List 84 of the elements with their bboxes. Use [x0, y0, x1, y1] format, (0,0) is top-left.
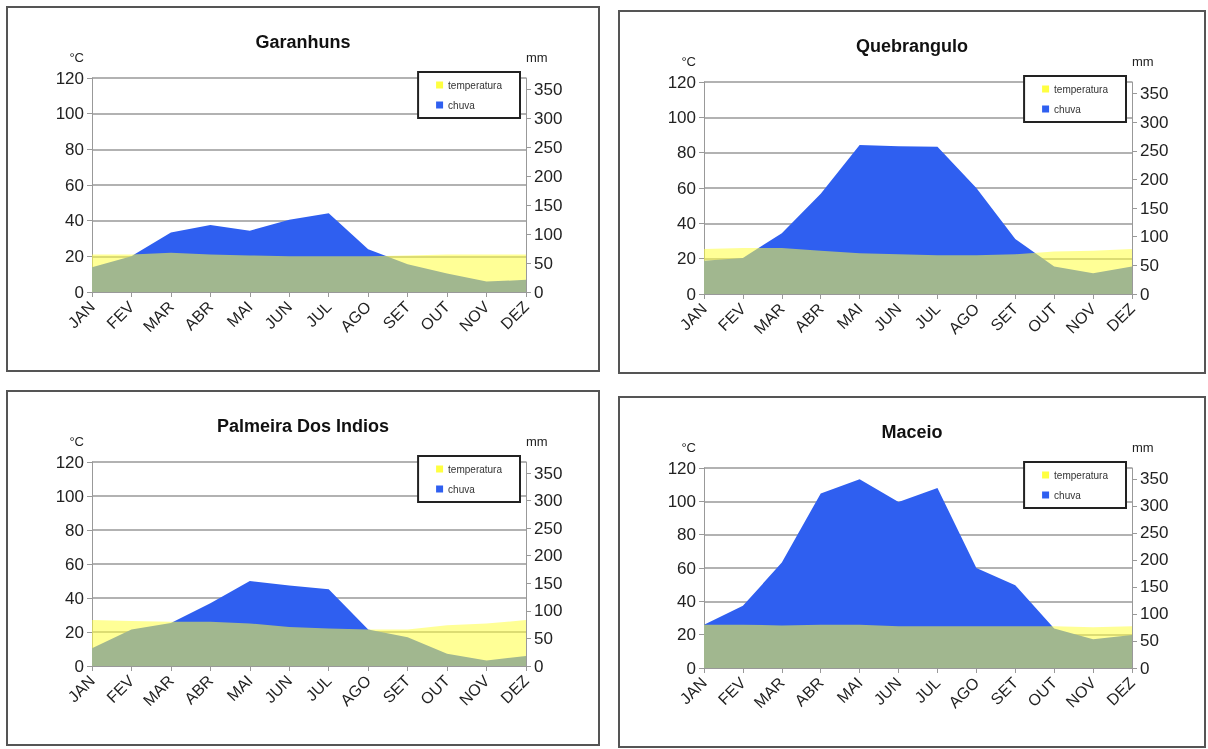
y2-tick-label: 150 — [1140, 577, 1169, 597]
y-tick-label: 40 — [65, 211, 84, 231]
y2-tick-label: 50 — [1140, 255, 1159, 275]
y-tick-label: 100 — [55, 486, 84, 506]
x-tick-label: JUL — [911, 673, 944, 707]
y2-tick-label: 300 — [1140, 112, 1169, 132]
y2-tick-label: 0 — [1140, 658, 1150, 678]
y-tick-label: 120 — [667, 72, 696, 92]
y-tick-label: 80 — [65, 520, 84, 540]
x-tick-label: JUL — [302, 671, 335, 705]
legend-label: chuva — [448, 99, 476, 111]
y-tick-label: 40 — [677, 213, 696, 233]
y-tick-label: 40 — [677, 591, 696, 611]
y-tick-label: 80 — [677, 143, 696, 163]
y2-tick-label: 300 — [534, 491, 563, 511]
y-tick-label: 20 — [677, 625, 696, 645]
legend-label: temperatura — [448, 463, 503, 475]
y2-tick-label: 250 — [1140, 141, 1169, 161]
chart-title: Quebrangulo — [856, 36, 968, 56]
x-tick-label: MAI — [223, 297, 256, 331]
legend-label: temperatura — [1054, 83, 1109, 95]
y-axis-title: °C — [681, 440, 696, 455]
x-tick-label: MAI — [223, 671, 256, 705]
y2-tick-label: 250 — [534, 518, 563, 538]
legend-label: temperatura — [448, 79, 503, 91]
y2-tick-label: 100 — [1140, 604, 1169, 624]
y-tick-label: 60 — [677, 558, 696, 578]
y2-tick-label: 50 — [534, 253, 553, 273]
chart-title: Maceio — [881, 422, 943, 442]
y-tick-label: 100 — [55, 104, 84, 124]
y2-tick-label: 250 — [1140, 523, 1169, 543]
y-tick-label: 60 — [65, 554, 84, 574]
y-tick-label: 60 — [677, 178, 696, 198]
legend-label: chuva — [1054, 103, 1082, 115]
y2-tick-label: 150 — [1140, 198, 1169, 218]
y-tick-label: 120 — [667, 458, 696, 478]
y2-tick-label: 50 — [534, 628, 553, 648]
y-tick-label: 40 — [65, 588, 84, 608]
y2-tick-label: 0 — [534, 282, 544, 302]
y2-tick-label: 0 — [534, 656, 544, 676]
y2-tick-label: 350 — [534, 463, 563, 483]
chart-title: Palmeira Dos Indios — [216, 416, 390, 436]
y2-tick-label: 300 — [1140, 496, 1169, 516]
y-tick-label: 20 — [677, 249, 696, 269]
y2-tick-label: 0 — [1140, 284, 1150, 304]
y2-tick-label: 250 — [534, 137, 563, 157]
legend-label: temperatura — [1054, 469, 1109, 481]
x-tick-label: JUL — [302, 297, 335, 331]
y-tick-label: 60 — [65, 175, 84, 195]
y-tick-label: 100 — [667, 107, 696, 127]
y-tick-label: 20 — [65, 622, 84, 642]
y-tick-label: 100 — [667, 491, 696, 511]
x-tick-label: MAI — [833, 673, 866, 707]
y2-tick-label: 150 — [534, 573, 563, 593]
y2-tick-label: 200 — [534, 546, 563, 566]
y2-tick-label: 100 — [534, 224, 563, 244]
y2-tick-label: 350 — [1140, 469, 1169, 489]
y2-tick-label: 200 — [1140, 550, 1169, 570]
y2-tick-label: 200 — [1140, 169, 1169, 189]
legend-label: chuva — [448, 483, 476, 495]
legend-label: chuva — [1054, 489, 1082, 501]
chart-title: Garanhuns — [255, 32, 351, 52]
y2-tick-label: 100 — [534, 601, 563, 621]
y-axis-title: °C — [681, 54, 696, 69]
y2-tick-label: 50 — [1140, 631, 1159, 651]
y2-axis-title: mm — [526, 434, 548, 449]
x-tick-label: JUL — [911, 299, 944, 333]
y-tick-label: 20 — [65, 246, 84, 266]
y-tick-label: 120 — [55, 68, 84, 88]
y-tick-label: 80 — [677, 525, 696, 545]
y2-axis-title: mm — [526, 50, 548, 65]
y2-tick-label: 350 — [534, 80, 563, 100]
y-axis-title: °C — [69, 50, 84, 65]
y2-tick-label: 150 — [534, 195, 563, 215]
y-tick-label: 120 — [55, 452, 84, 472]
y2-axis-title: mm — [1132, 54, 1154, 69]
y-tick-label: 80 — [65, 139, 84, 159]
y-axis-title: °C — [69, 434, 84, 449]
y2-tick-label: 200 — [534, 166, 563, 186]
y2-axis-title: mm — [1132, 440, 1154, 455]
x-tick-label: MAI — [833, 299, 866, 333]
y2-tick-label: 350 — [1140, 83, 1169, 103]
y2-tick-label: 300 — [534, 108, 563, 128]
y2-tick-label: 100 — [1140, 227, 1169, 247]
